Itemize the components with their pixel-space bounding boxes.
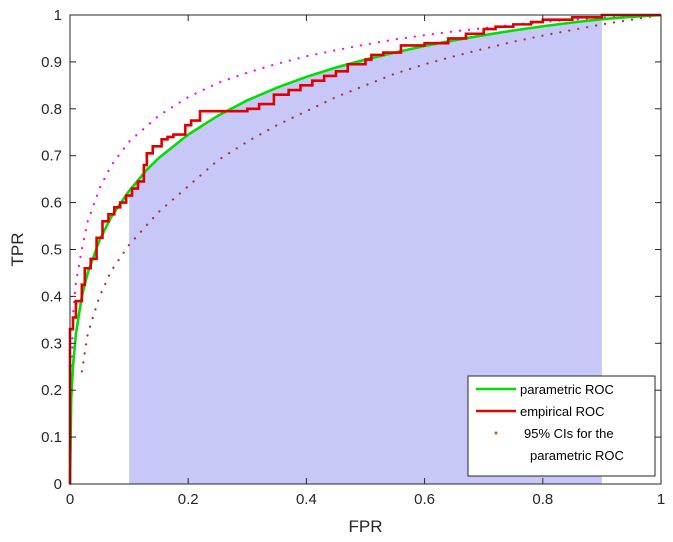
y-tick-label: 0.6: [41, 195, 62, 212]
y-tick-label: 0.1: [41, 429, 62, 446]
y-tick-label: 0: [54, 476, 62, 493]
y-tick-label: 0.9: [41, 54, 62, 71]
x-tick-label: 0.8: [532, 491, 553, 508]
y-axis-title: TPR: [8, 233, 27, 267]
x-axis-title: FPR: [349, 517, 383, 536]
x-tick-label: 0.2: [178, 491, 199, 508]
plot-area: [68, 13, 663, 486]
y-tick-label: 0.3: [41, 335, 62, 352]
series-empirical-roc: [68, 13, 661, 484]
y-tick-label: 0.2: [41, 382, 62, 399]
y-tick-label: 0.8: [41, 101, 62, 118]
legend-label-ci-line1: 95% CIs for the: [524, 426, 614, 441]
shaded-area: [129, 19, 602, 484]
legend-label-parametric-roc: parametric ROC: [520, 382, 614, 397]
tick-labels: 0 0.2 0.4 0.6 0.8 1 0 0.1 0.2 0.3 0.4 0.5 0.6 0.7 0.8 0…: [41, 7, 665, 508]
y-tick-label: 1: [54, 7, 62, 24]
y-tick-label: 0.7: [41, 148, 62, 165]
legend-label-empirical-roc: empirical ROC: [520, 404, 605, 419]
y-tick-label: 0.4: [41, 288, 62, 305]
y-tick-label: 0.5: [41, 242, 62, 259]
series-ci-lower: [80, 13, 663, 373]
x-tick-label: 1: [657, 491, 665, 508]
legend: parametric ROC empirical ROC 95% CIs for…: [467, 375, 656, 477]
legend-label-ci-line2: parametric ROC: [530, 448, 624, 463]
x-tick-label: 0.6: [414, 491, 435, 508]
legend-swatch-ci: [494, 431, 498, 435]
tick-marks: [69, 14, 662, 485]
x-tick-label: 0.4: [296, 491, 317, 508]
x-tick-label: 0: [66, 491, 74, 508]
legend-box: [467, 375, 656, 477]
